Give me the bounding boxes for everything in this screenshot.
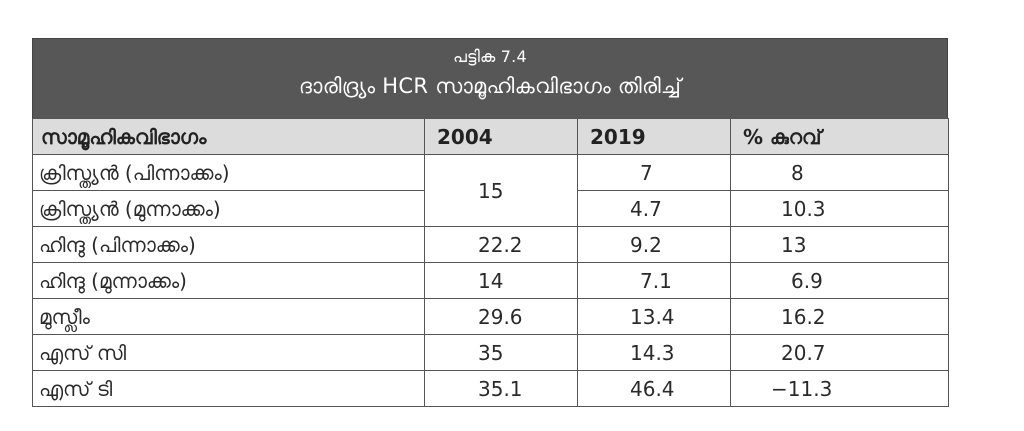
row-label: മുസ്ലീം — [32, 298, 425, 335]
cell-2019: 14.3 — [577, 334, 731, 371]
row-label: എസ് സി — [32, 334, 425, 371]
cell-2004: 14 — [424, 262, 578, 299]
poverty-hcr-table: പട്ടിക 7.4 ദാരിദ്ര്യം HCR സാമൂഹികവിഭാഗം … — [32, 38, 949, 407]
cell-2004-merged: 15 — [424, 154, 578, 227]
table-row: മുസ്ലീം 29.6 13.4 16.2 — [32, 298, 949, 335]
row-label: ക്രിസ്ത്യൻ (മുന്നാക്കം) — [32, 190, 425, 227]
cell-reduction: 10.3 — [730, 190, 949, 227]
cell-reduction: −11.3 — [730, 370, 949, 407]
table-row: എസ് ടി 35.1 46.4 −11.3 — [32, 370, 949, 407]
column-header-2004: 2004 — [424, 118, 578, 155]
row-label: ഹിന്ദു (മുന്നാക്കം) — [32, 262, 425, 299]
cell-2019: 13.4 — [577, 298, 731, 335]
cell-reduction: 16.2 — [730, 298, 949, 335]
column-header-group: സാമൂഹികവിഭാഗം — [32, 118, 425, 155]
cell-reduction: 13 — [730, 226, 949, 263]
cell-2019: 46.4 — [577, 370, 731, 407]
row-label: എസ് ടി — [32, 370, 425, 407]
cell-2004: 35 — [424, 334, 578, 371]
cell-2019: 9.2 — [577, 226, 731, 263]
cell-2004: 35.1 — [424, 370, 578, 407]
cell-2019: 4.7 — [577, 190, 731, 227]
table-row: എസ് സി 35 14.3 20.7 — [32, 334, 949, 371]
cell-2004: 29.6 — [424, 298, 578, 335]
cell-reduction: 20.7 — [730, 334, 949, 371]
table-number: പട്ടിക 7.4 — [453, 47, 527, 66]
header-row: സാമൂഹികവിഭാഗം 2004 2019 % കുറവ് — [32, 118, 949, 155]
cell-2004: 22.2 — [424, 226, 578, 263]
cell-reduction: 8 — [730, 154, 949, 191]
cell-2019: 7 — [577, 154, 731, 191]
table-row: ഹിന്ദു (പിന്നാക്കം) 22.2 9.2 13 — [32, 226, 949, 263]
cell-reduction: 6.9 — [730, 262, 949, 299]
row-label: ഹിന്ദു (പിന്നാക്കം) — [32, 226, 425, 263]
table-row: ക്രിസ്ത്യൻ (മുന്നാക്കം) 4.7 10.3 — [32, 190, 949, 227]
table-title: ദാരിദ്ര്യം HCR സാമൂഹികവിഭാഗം തിരിച്ച് — [298, 74, 682, 98]
table-row: ഹിന്ദു (മുന്നാക്കം) 14 7.1 6.9 — [32, 262, 949, 299]
table-title-band: പട്ടിക 7.4 ദാരിദ്ര്യം HCR സാമൂഹികവിഭാഗം … — [32, 38, 948, 118]
column-header-2019: 2019 — [577, 118, 731, 155]
row-label: ക്രിസ്ത്യൻ (പിന്നാക്കം) — [32, 154, 425, 191]
data-table: സാമൂഹികവിഭാഗം 2004 2019 % കുറവ് ക്രിസ്ത്… — [32, 118, 949, 407]
table-row: ക്രിസ്ത്യൻ (പിന്നാക്കം) 15 7 8 — [32, 154, 949, 227]
column-header-reduction: % കുറവ് — [730, 118, 949, 155]
cell-2019: 7.1 — [577, 262, 731, 299]
